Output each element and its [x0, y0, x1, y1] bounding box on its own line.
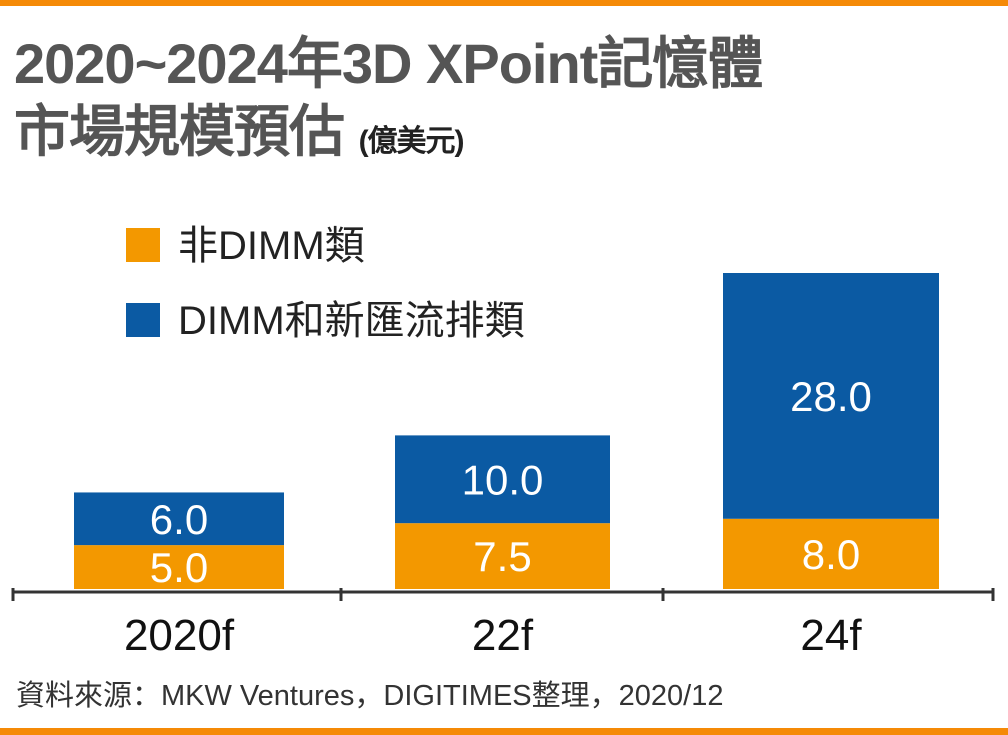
source-note: 資料來源：MKW Ventures，DIGITIMES整理，2020/12 [16, 680, 724, 712]
chart-title: 2020~2024年3D XPoint記憶體 市場規模預估 (億美元) [14, 30, 763, 176]
data-label-24f-1: 28.0 [790, 373, 872, 420]
x-tick-label-24f: 24f [800, 611, 862, 660]
data-label-24f-0: 8.0 [802, 531, 860, 578]
bar-22f-0 [395, 523, 610, 589]
legend-swatch-0 [126, 228, 160, 262]
x-tick-label-22f: 22f [472, 611, 534, 660]
unit-label: (億美元) [358, 125, 465, 158]
legend-label-1: DIMM和新匯流排類 [178, 299, 525, 343]
legend-label-0: 非DIMM類 [178, 224, 365, 268]
title-line-2: 市場規模預估 [14, 100, 345, 163]
bar-2020f-0 [74, 545, 284, 589]
bar-22f-1 [395, 435, 610, 524]
bottom-accent-bar [0, 728, 1008, 735]
data-label-22f-0: 7.5 [473, 533, 531, 580]
data-label-2020f-1: 6.0 [150, 496, 208, 543]
x-tick-label-2020f: 2020f [124, 611, 235, 660]
title-line-1: 2020~2024年3D XPoint記憶體 [14, 32, 763, 95]
legend-swatch-1 [126, 303, 160, 337]
bar-24f-0 [723, 518, 939, 589]
bar-2020f-1 [74, 492, 284, 546]
data-label-2020f-0: 5.0 [150, 544, 208, 591]
data-label-22f-1: 10.0 [462, 456, 544, 503]
bar-24f-1 [723, 273, 939, 519]
top-accent-bar [0, 0, 1008, 6]
